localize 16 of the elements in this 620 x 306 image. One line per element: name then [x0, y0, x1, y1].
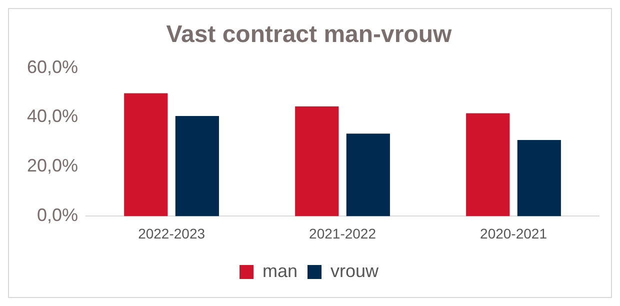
bar: [466, 113, 510, 216]
legend-label: man: [262, 260, 298, 281]
chart-title: Vast contract man-vrouw: [166, 21, 452, 48]
y-tick-label: 0,0%: [37, 205, 78, 226]
bar: [124, 93, 168, 216]
x-tick-label: 2022-2023: [138, 225, 206, 242]
x-tick-label: 2021-2022: [309, 225, 376, 242]
y-tick-label: 60,0%: [26, 56, 78, 77]
bar: [295, 106, 339, 216]
legend-label: vrouw: [330, 260, 380, 281]
bar: [517, 140, 561, 216]
y-tick-label: 40,0%: [26, 106, 78, 126]
y-tick-label: 20,0%: [26, 156, 78, 176]
bar: [346, 134, 390, 216]
x-tick-label: 2020-2021: [480, 225, 548, 242]
bar: [175, 116, 219, 216]
